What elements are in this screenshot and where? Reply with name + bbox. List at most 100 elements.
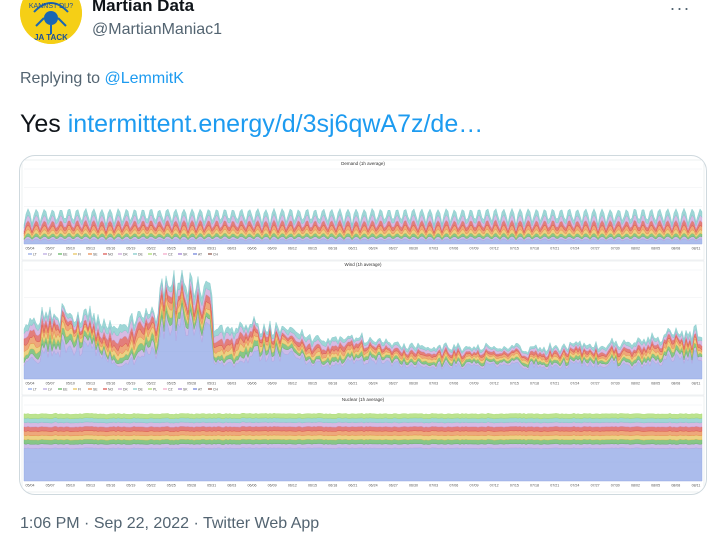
date-tick-label: 05/19 [126,247,135,251]
date-tick-label: 07/09 [470,484,479,488]
date-tick-label: 05/25 [167,247,176,251]
legend-label: LV [48,387,53,391]
tweet-source-app[interactable]: Twitter Web App [202,515,320,532]
date-tick-label: 08/02 [631,382,640,386]
reply-prefix: Replying to [20,70,105,87]
legend-label: PL [153,252,157,256]
series-area [23,447,703,482]
author-display-name[interactable]: Martian Data [92,0,195,15]
legend-label: SE [93,387,98,391]
date-tick-label: 07/06 [449,484,458,488]
date-tick-label: 06/30 [409,382,418,386]
date-tick-label: 05/13 [86,484,95,488]
reply-mention-link[interactable]: @LemmitK [104,70,184,87]
date-tick-label: 08/05 [651,382,660,386]
date-tick-label: 05/07 [46,484,55,488]
avatar[interactable]: KANNST DU? JA TACK [20,0,82,44]
date-tick-label: 07/15 [510,484,519,488]
legend-label: EE [63,387,68,391]
date-tick-label: 06/03 [227,484,236,488]
date-tick-label: 06/30 [409,484,418,488]
more-options-button[interactable]: ··· [669,0,691,18]
date-tick-label: 05/13 [86,247,95,251]
series-area [23,412,703,420]
legend-label: CH [213,252,218,256]
date-tick-label: 05/22 [147,484,156,488]
date-tick-label: 08/08 [671,484,680,488]
tweet-meta: 1:06 PM · Sep 22, 2022 · Twitter Web App [20,515,319,533]
date-tick-label: 06/30 [409,247,418,251]
legend-label: CH [213,387,218,391]
date-tick-label: 06/24 [369,382,378,386]
date-tick-label: 07/27 [591,484,600,488]
date-tick-label: 05/16 [106,247,115,251]
date-tick-label: 06/18 [328,484,337,488]
legend-label: AT [198,252,202,256]
avatar-text-top: KANNST DU? [29,3,73,10]
date-tick-label: 05/31 [207,382,216,386]
date-tick-label: 08/11 [692,247,701,251]
date-tick-label: 07/06 [449,382,458,386]
date-tick-label: 08/02 [631,484,640,488]
date-tick-label: 07/09 [470,382,479,386]
date-tick-label: 06/09 [268,484,277,488]
legend-label: SE [93,252,98,256]
date-tick-label: 06/15 [308,382,317,386]
date-tick-label: 06/06 [248,484,257,488]
legend-label: SK [183,387,188,391]
date-tick-label: 06/03 [227,247,236,251]
date-tick-label: 05/16 [106,382,115,386]
legend-label: LV [48,252,53,256]
date-tick-label: 05/22 [147,382,156,386]
date-tick-label: 07/15 [510,382,519,386]
reply-context: Replying to @LemmitK [20,70,184,88]
date-tick-label: 08/11 [692,382,701,386]
date-tick-label: 05/31 [207,484,216,488]
date-tick-label: 06/18 [328,247,337,251]
date-tick-label: 08/08 [671,382,680,386]
date-tick-label: 05/10 [66,247,75,251]
legend-label: DK [123,252,128,256]
date-tick-label: 05/04 [26,382,35,386]
tweet-word: Yes [20,110,61,138]
date-tick-label: 06/12 [288,484,297,488]
date-tick-label: 05/10 [66,484,75,488]
date-tick-label: 07/27 [591,382,600,386]
date-tick-label: 06/21 [348,484,357,488]
date-tick-label: 07/18 [530,247,539,251]
legend-label: EE [63,252,68,256]
avatar-image: KANNST DU? JA TACK [20,0,82,44]
tweet-text: Yes intermittent.energy/d/3sj6qwA7z/de… [20,110,483,139]
tweet-date[interactable]: Sep 22, 2022 [93,515,190,532]
date-tick-label: 05/07 [46,382,55,386]
date-tick-label: 08/11 [692,484,701,488]
date-tick-label: 07/03 [429,382,438,386]
date-tick-label: 06/21 [348,247,357,251]
legend-label: NO [108,387,113,391]
date-tick-label: 05/04 [26,247,35,251]
date-tick-label: 07/27 [591,247,600,251]
date-tick-label: 05/25 [167,382,176,386]
date-tick-label: 07/06 [449,247,458,251]
date-tick-label: 06/27 [389,484,398,488]
date-tick-label: 06/24 [369,247,378,251]
series-area [23,269,703,356]
date-tick-label: 07/30 [611,247,620,251]
date-tick-label: 05/19 [126,382,135,386]
date-tick-label: 05/16 [106,484,115,488]
legend-label: NO [108,252,113,256]
legend-label: CZ [168,387,173,391]
date-tick-label: 05/28 [187,382,196,386]
date-tick-label: 05/22 [147,247,156,251]
date-tick-label: 07/24 [570,247,579,251]
date-tick-label: 07/24 [570,382,579,386]
date-tick-label: 05/19 [126,484,135,488]
date-tick-label: 06/27 [389,247,398,251]
legend-label: DK [123,387,128,391]
author-handle[interactable]: @MartianManiac1 [92,21,223,38]
tweet-time[interactable]: 1:06 PM [20,515,80,532]
date-tick-label: 05/04 [26,484,35,488]
tweet-media-image[interactable]: Demand (1h average) 05/04 05/07 05/10 05/13 0… [19,155,707,495]
date-tick-label: 08/02 [631,247,640,251]
tweet-link[interactable]: intermittent.energy/d/3sj6qwA7z/de… [67,110,484,138]
